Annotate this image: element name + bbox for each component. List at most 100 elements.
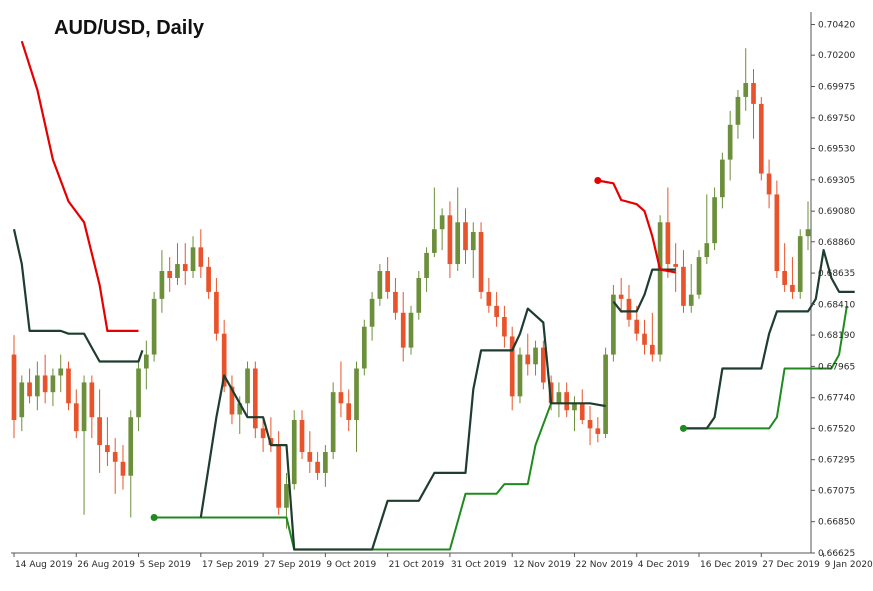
candle-body — [151, 298, 157, 355]
candle-body — [112, 452, 118, 462]
chart-title: AUD/USD, Daily — [54, 17, 205, 39]
candle-body — [681, 266, 686, 306]
x-tick-label: 27 Sep 2019 — [264, 560, 321, 570]
candle-body — [338, 392, 344, 404]
candle-body — [198, 247, 204, 267]
x-tick-label: 5 Sep 2019 — [140, 560, 192, 570]
indicator-lines-layer — [12, 40, 855, 551]
candle-body — [284, 484, 289, 508]
line-start-dot — [679, 424, 687, 432]
candle-body — [649, 344, 655, 355]
y-axis: 0.70420 0.70200 0.69975 0.69750 0.69530 0.693… — [811, 21, 855, 559]
candle-body — [361, 326, 367, 369]
x-tick-label: 17 Sep 2019 — [202, 560, 259, 570]
candle-body — [252, 368, 258, 429]
candle-body — [517, 354, 523, 397]
x-tick-label: 31 Oct 2019 — [451, 560, 507, 570]
y-tick-label: 0.67965 — [818, 362, 855, 372]
candle-body — [11, 354, 17, 421]
y-tick-label: 0.67295 — [818, 456, 855, 466]
y-tick-label: 0.67075 — [818, 486, 855, 496]
candle-body — [369, 298, 375, 327]
candle-body — [463, 222, 468, 251]
y-tick-label: 0.68190 — [818, 331, 855, 341]
line-start-dot — [594, 176, 602, 184]
candle-body — [455, 222, 461, 265]
candle-body — [73, 403, 79, 432]
candle-body — [167, 271, 173, 278]
candle-body — [509, 336, 515, 397]
candle-body — [128, 417, 134, 476]
red-trend-line — [597, 179, 676, 274]
x-axis: 14 Aug 2019 26 Aug 2019 5 Sep 2019 17 Sep 2… — [13, 553, 873, 570]
x-tick-label: 9 Oct 2019 — [326, 560, 376, 570]
y-tick-label: 0.68635 — [818, 269, 855, 279]
candle-body — [634, 319, 640, 334]
x-tick-label: 21 Oct 2019 — [389, 560, 445, 570]
candle-body — [797, 236, 803, 292]
candle-body — [743, 83, 749, 97]
candle-body — [221, 333, 227, 387]
candle-body — [727, 124, 733, 160]
x-tick-label: 12 Nov 2019 — [513, 560, 571, 570]
green-trend-line — [154, 402, 553, 551]
candle-body — [540, 347, 546, 383]
candle-body — [229, 386, 235, 415]
y-tick-label: 0.69750 — [818, 114, 855, 124]
y-tick-label: 0.67520 — [818, 424, 855, 434]
dark-trend-line — [199, 307, 606, 551]
candle-body — [323, 452, 328, 473]
candle-body — [35, 375, 40, 397]
candle-body — [330, 392, 336, 453]
candle-body — [525, 354, 531, 365]
y-tick-label: 0.69975 — [818, 83, 855, 93]
x-tick-label: 22 Nov 2019 — [575, 560, 633, 570]
candle-body — [393, 291, 398, 313]
candle-body — [276, 445, 282, 508]
candle-body — [735, 96, 741, 125]
candle-body — [354, 368, 359, 421]
candle-body — [136, 368, 141, 418]
x-tick-label: 26 Aug 2019 — [77, 560, 135, 570]
candle-body — [564, 392, 570, 411]
candle-body — [260, 428, 266, 439]
candle-body — [782, 271, 787, 285]
x-tick-label: 9 Jan 2020 — [825, 560, 873, 570]
y-tick-label: 0.68860 — [818, 238, 855, 248]
candle-body — [533, 347, 538, 365]
y-tick-label: 0.67740 — [818, 394, 855, 404]
candle-body — [611, 294, 616, 355]
candle-body — [58, 368, 64, 376]
candle-body — [478, 232, 484, 292]
candle-body — [299, 420, 305, 453]
candle-body — [790, 284, 795, 292]
candle-body — [603, 354, 608, 434]
y-tick-label: 0.69080 — [818, 207, 855, 217]
dark-trend-line — [612, 268, 676, 313]
line-start-dot — [150, 513, 158, 521]
dark-trend-line — [683, 249, 855, 430]
candle-body — [642, 333, 647, 345]
candle-body — [315, 461, 320, 473]
candle-body — [408, 312, 414, 348]
y-tick-label: 0.66625 — [818, 549, 855, 559]
candle-body — [245, 368, 250, 404]
candle-body — [439, 215, 445, 230]
candle-body — [346, 403, 352, 421]
candle-body — [470, 232, 476, 251]
candle-body — [432, 229, 437, 253]
candle-body — [27, 382, 32, 397]
y-tick-label: 0.70200 — [818, 51, 855, 61]
candle-body — [159, 271, 165, 299]
y-tick-label: 0.69305 — [818, 176, 855, 186]
candle-body — [556, 392, 562, 404]
candle-body — [572, 403, 577, 411]
x-tick-label: 14 Aug 2019 — [15, 560, 73, 570]
x-tick-label: 16 Dec 2019 — [700, 560, 758, 570]
candle-body — [720, 159, 725, 198]
candle-body — [66, 368, 71, 404]
candle-body — [579, 403, 585, 421]
y-tick-label: 0.70420 — [818, 21, 855, 31]
